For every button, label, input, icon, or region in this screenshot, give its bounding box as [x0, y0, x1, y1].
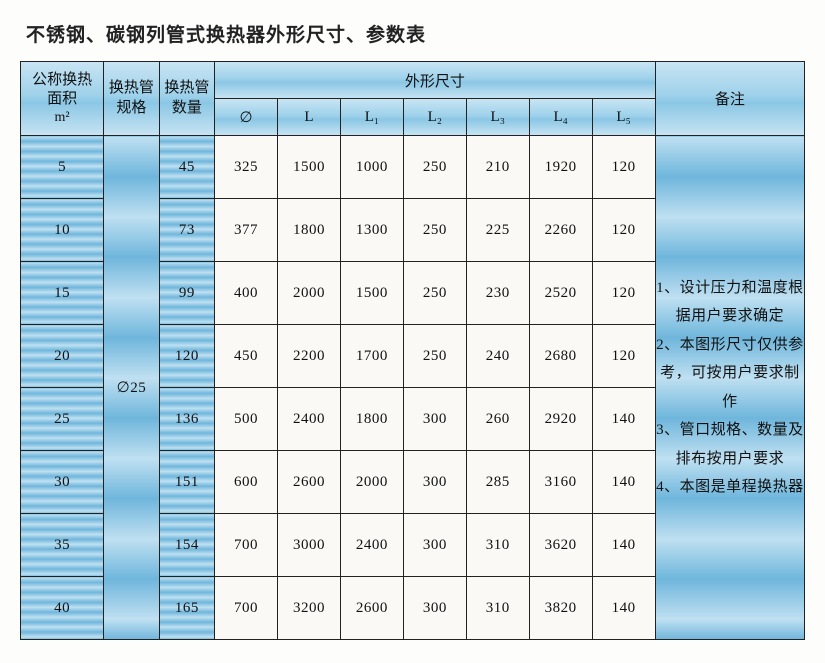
cell-dim: 120	[592, 262, 655, 325]
col-header-tube-qty: 换热管数量	[159, 62, 214, 136]
cell-dim: 250	[403, 262, 466, 325]
dim-col-1: L	[278, 99, 341, 136]
cell-dim: 3200	[278, 577, 341, 640]
dim-col-0: ∅	[215, 99, 278, 136]
col-header-area-l2: 面积	[21, 90, 103, 109]
cell-dim: 310	[466, 577, 529, 640]
cell-dim: 2400	[340, 514, 403, 577]
cell-dim: 700	[215, 514, 278, 577]
cell-dim: 1500	[278, 136, 341, 199]
spec-table: 公称换热 面积 m² 换热管规格 换热管数量 外形尺寸 备注 ∅ L L₁ L₂…	[20, 61, 805, 640]
cell-dim: 225	[466, 199, 529, 262]
cell-dim: 1920	[529, 136, 592, 199]
cell-dim: 310	[466, 514, 529, 577]
cell-dim: 120	[592, 199, 655, 262]
notes-line: 2、本图形尺寸仅供参考，可按用户要求制作	[656, 337, 804, 410]
cell-dim: 140	[592, 451, 655, 514]
col-header-area-unit: m²	[21, 109, 103, 127]
cell-qty: 154	[159, 514, 214, 577]
dim-col-5: L₄	[529, 99, 592, 136]
cell-dim: 250	[403, 325, 466, 388]
cell-dim: 300	[403, 388, 466, 451]
cell-dim: 120	[592, 136, 655, 199]
cell-dim: 260	[466, 388, 529, 451]
dim-col-4: L₃	[466, 99, 529, 136]
col-header-tube-spec-text: 换热管规格	[104, 79, 158, 118]
notes-line: 1、设计压力和温度根据用户要求确定	[656, 280, 804, 325]
cell-dim: 1800	[278, 199, 341, 262]
cell-dim: 250	[403, 199, 466, 262]
cell-dim: 140	[592, 388, 655, 451]
cell-tube-spec: ∅25	[104, 136, 159, 640]
col-header-notes: 备注	[655, 62, 804, 136]
dim-col-3: L₂	[403, 99, 466, 136]
cell-dim: 300	[403, 577, 466, 640]
cell-dim: 2680	[529, 325, 592, 388]
col-header-tube-spec: 换热管规格	[104, 62, 159, 136]
cell-dim: 3820	[529, 577, 592, 640]
cell-area: 30	[21, 451, 104, 514]
cell-dim: 1300	[340, 199, 403, 262]
cell-area: 15	[21, 262, 104, 325]
page-title: 不锈钢、碳钢列管式换热器外形尺寸、参数表	[26, 20, 805, 47]
cell-dim: 2920	[529, 388, 592, 451]
cell-qty: 151	[159, 451, 214, 514]
table-row: 5∅25453251500100025021019201201、设计压力和温度根…	[21, 136, 805, 199]
cell-dim: 3620	[529, 514, 592, 577]
cell-dim: 2400	[278, 388, 341, 451]
cell-dim: 285	[466, 451, 529, 514]
cell-dim: 250	[403, 136, 466, 199]
cell-dim: 1800	[340, 388, 403, 451]
cell-dim: 210	[466, 136, 529, 199]
col-header-tube-qty-text: 换热管数量	[160, 79, 214, 118]
dim-col-6: L₅	[592, 99, 655, 136]
cell-qty: 99	[159, 262, 214, 325]
cell-dim: 3160	[529, 451, 592, 514]
cell-dim: 400	[215, 262, 278, 325]
cell-dim: 325	[215, 136, 278, 199]
cell-dim: 2600	[278, 451, 341, 514]
cell-dim: 2000	[340, 451, 403, 514]
cell-dim: 3000	[278, 514, 341, 577]
cell-dim: 230	[466, 262, 529, 325]
cell-dim: 2000	[278, 262, 341, 325]
cell-dim: 120	[592, 325, 655, 388]
cell-area: 35	[21, 514, 104, 577]
notes-line: 3、管口规格、数量及排布按用户要求	[656, 422, 804, 467]
col-header-area-l1: 公称换热	[21, 71, 103, 90]
notes-line: 4、本图是单程换热器	[656, 479, 804, 495]
cell-dim: 2600	[340, 577, 403, 640]
cell-dim: 700	[215, 577, 278, 640]
cell-area: 20	[21, 325, 104, 388]
cell-dim: 377	[215, 199, 278, 262]
cell-dim: 450	[215, 325, 278, 388]
cell-dim: 300	[403, 514, 466, 577]
cell-area: 10	[21, 199, 104, 262]
table-body: 5∅25453251500100025021019201201、设计压力和温度根…	[21, 136, 805, 640]
cell-qty: 73	[159, 199, 214, 262]
cell-dim: 140	[592, 514, 655, 577]
cell-dim: 1700	[340, 325, 403, 388]
cell-dim: 2200	[278, 325, 341, 388]
cell-area: 5	[21, 136, 104, 199]
cell-dim: 300	[403, 451, 466, 514]
cell-notes: 1、设计压力和温度根据用户要求确定 2、本图形尺寸仅供参考，可按用户要求制作 3、管…	[655, 136, 804, 640]
col-header-dimensions: 外形尺寸	[215, 62, 656, 99]
cell-area: 25	[21, 388, 104, 451]
cell-dim: 600	[215, 451, 278, 514]
cell-area: 40	[21, 577, 104, 640]
cell-dim: 140	[592, 577, 655, 640]
col-header-area: 公称换热 面积 m²	[21, 62, 104, 136]
cell-dim: 1000	[340, 136, 403, 199]
dim-col-2: L₁	[340, 99, 403, 136]
cell-qty: 120	[159, 325, 214, 388]
cell-dim: 1500	[340, 262, 403, 325]
cell-dim: 240	[466, 325, 529, 388]
cell-qty: 136	[159, 388, 214, 451]
cell-dim: 500	[215, 388, 278, 451]
cell-dim: 2520	[529, 262, 592, 325]
cell-qty: 45	[159, 136, 214, 199]
cell-dim: 2260	[529, 199, 592, 262]
cell-qty: 165	[159, 577, 214, 640]
